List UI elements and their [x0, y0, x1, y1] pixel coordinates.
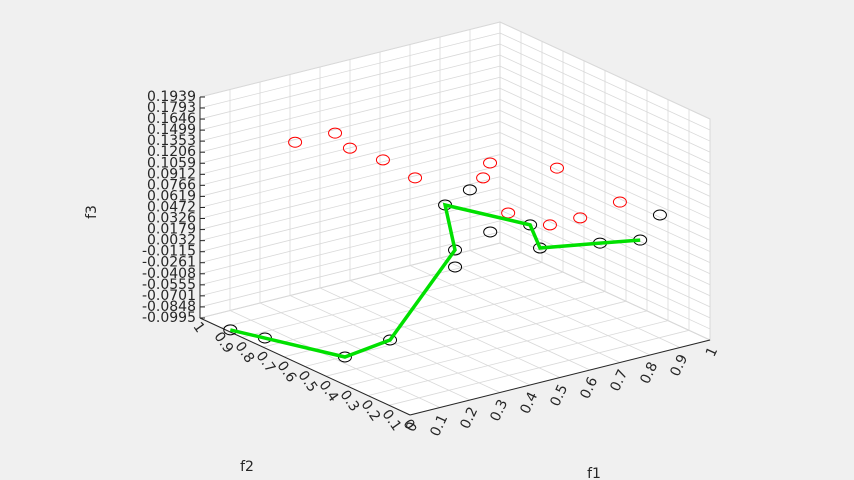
grid-line	[499, 32, 711, 131]
z-tick-label: 0.0179	[147, 222, 196, 238]
z-tick-label: -0.0701	[142, 288, 196, 304]
marker	[476, 172, 491, 184]
marker	[342, 142, 357, 154]
grid-line	[499, 54, 711, 153]
axis-line	[199, 317, 411, 416]
x-tick-label: 0.1	[427, 412, 451, 439]
grid-line	[199, 98, 501, 175]
z-tick-label: 0.0032	[147, 233, 196, 249]
z-tick-label: 0.1206	[147, 144, 196, 160]
x-tick-label: 0.7	[607, 367, 631, 394]
x-tick-label: 0.3	[487, 397, 511, 424]
z-tick-label: -0.0115	[142, 244, 196, 260]
grid-line	[199, 143, 501, 219]
marker	[383, 334, 398, 346]
x-tick-label: 0.6	[577, 375, 601, 402]
x-tick-label: 0.9	[667, 352, 691, 379]
grid-line	[199, 54, 501, 131]
z-tick-label: -0.0261	[142, 255, 196, 271]
grid-line	[499, 143, 711, 241]
marker	[550, 162, 564, 174]
grid-line	[499, 132, 711, 230]
x-tick-label: 0.8	[637, 360, 661, 387]
marker	[375, 154, 390, 166]
marker	[462, 184, 477, 196]
grid-line	[199, 32, 501, 109]
grid-line	[199, 132, 501, 208]
axis-line	[409, 339, 711, 416]
grid-line	[388, 329, 690, 406]
marker	[573, 212, 588, 224]
grid-line	[199, 176, 501, 253]
marker	[542, 219, 557, 231]
grid-line	[199, 187, 501, 264]
grid-line	[199, 231, 501, 308]
z-tick-label: 0.0912	[147, 166, 196, 182]
x-tick-label: 1	[703, 345, 721, 360]
grid-line	[325, 300, 627, 377]
z-tick-label: -0.0408	[142, 266, 196, 282]
grid-line	[199, 165, 501, 242]
x-axis-label: f1	[587, 466, 601, 480]
marker	[612, 196, 627, 208]
grid-line	[199, 154, 501, 230]
x-tick-label: 0.2	[457, 405, 481, 432]
z-tick-label: 0.0472	[147, 200, 196, 216]
z-tick-label: -0.0848	[142, 299, 196, 315]
grid-line	[283, 281, 585, 358]
z-tick-label: 0.1793	[147, 100, 196, 116]
z-tick-label: 0.1646	[147, 111, 196, 127]
grid-line	[199, 76, 501, 153]
grid-line	[499, 21, 711, 120]
z-axis-label: f3	[84, 205, 100, 219]
grid-line	[499, 65, 711, 164]
x-tick-label: 0.5	[547, 382, 571, 409]
z-tick-label: 0.0619	[147, 188, 196, 204]
grid-line	[367, 320, 669, 396]
grid-line	[199, 87, 501, 164]
z-tick-label: -0.0995	[142, 310, 196, 326]
z-tick-label: 0.0326	[147, 210, 196, 226]
marker	[288, 136, 303, 148]
marker	[652, 209, 667, 221]
grid-line	[499, 165, 711, 264]
grid-line	[499, 43, 711, 142]
z-tick-label: 0.1353	[147, 133, 196, 149]
grid-line	[499, 154, 711, 252]
grid-line	[499, 198, 711, 297]
x-tick-label: 0.4	[517, 390, 541, 417]
y-axis-label: f2	[240, 459, 254, 475]
grid-line	[199, 121, 501, 197]
grid-line	[346, 310, 648, 387]
grid-line	[199, 21, 501, 98]
grid-line	[199, 43, 501, 120]
grid-line	[499, 242, 711, 341]
line	[229, 202, 641, 359]
grid-line	[241, 262, 543, 338]
grid-line	[199, 65, 501, 142]
grid-line	[220, 252, 522, 329]
grid-line	[499, 209, 711, 308]
grid-line	[499, 76, 711, 175]
marker	[483, 226, 498, 238]
grid-line	[499, 176, 711, 275]
z-tick-label: -0.0555	[142, 277, 196, 293]
grid-line	[499, 87, 711, 186]
marker	[483, 157, 498, 169]
grid-line	[199, 198, 501, 275]
z-tick-label: 0.1939	[147, 89, 196, 105]
grid-line	[199, 109, 501, 186]
z-tick-label: 0.0766	[147, 177, 196, 193]
grid-line	[499, 121, 711, 219]
z-tick-label: 0.1059	[147, 155, 196, 171]
marker	[408, 172, 423, 184]
grid-line	[499, 98, 711, 197]
grid-line	[499, 231, 711, 330]
z-tick-label: 0.1499	[147, 122, 196, 138]
grid-line	[499, 187, 711, 286]
marker	[448, 261, 463, 273]
grid-line	[499, 109, 711, 208]
marker	[328, 127, 343, 139]
